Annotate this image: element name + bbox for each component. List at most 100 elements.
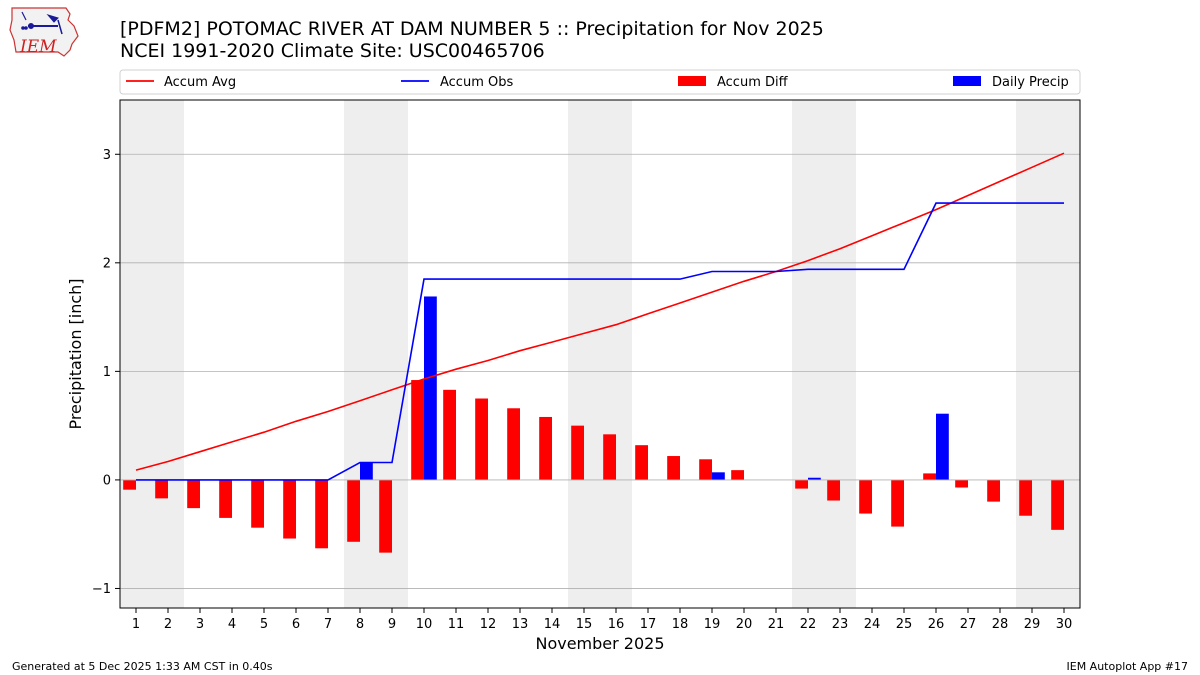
x-tick-label: 5 xyxy=(260,617,268,632)
accum-diff-bar xyxy=(347,479,360,542)
weekend-band xyxy=(568,100,632,608)
x-tick-label: 12 xyxy=(480,617,497,632)
accum-avg-line xyxy=(135,152,1065,471)
accum-diff-bar xyxy=(283,479,296,539)
x-tick-label: 20 xyxy=(736,617,753,632)
chart-subtitle: NCEI 1991-2020 Climate Site: USC00465706 xyxy=(120,40,545,62)
x-tick-label: 21 xyxy=(768,617,785,632)
legend-swatch-accum-diff xyxy=(678,76,706,86)
accum-diff-bar xyxy=(699,459,712,480)
daily-precip-bar xyxy=(424,296,437,480)
x-tick-label: 6 xyxy=(292,617,300,632)
accum-diff-bar xyxy=(795,479,808,489)
accum-diff-bar xyxy=(539,416,552,480)
x-tick-label: 24 xyxy=(864,617,881,632)
accum-obs-line xyxy=(136,202,1064,481)
daily-precip-bar xyxy=(712,472,725,480)
legend-label-accum-diff: Accum Diff xyxy=(717,75,789,90)
x-tick-label: 17 xyxy=(640,617,657,632)
x-tick-label: 27 xyxy=(960,617,977,632)
accum-diff-bar xyxy=(251,479,264,528)
x-tick-label: 22 xyxy=(800,617,817,632)
weekend-band xyxy=(1016,100,1080,608)
accum-diff-bar xyxy=(891,479,904,527)
legend-label-accum-avg: Accum Avg xyxy=(164,75,236,90)
accum-diff-bar xyxy=(827,479,840,501)
accum-diff-bar xyxy=(379,479,392,553)
accum-diff-bar xyxy=(123,479,136,490)
x-tick-label: 18 xyxy=(672,617,689,632)
accum-diff-bar xyxy=(411,380,424,480)
daily-precip-bar xyxy=(808,477,821,480)
iem-logo: IEM xyxy=(9,7,79,57)
x-tick-label: 7 xyxy=(324,617,332,632)
daily-precip-bar xyxy=(936,413,949,480)
x-axis-label: November 2025 xyxy=(535,634,664,653)
weather-station-icon xyxy=(21,11,63,35)
accum-diff-bar xyxy=(859,479,872,514)
iowa-state-outline xyxy=(9,7,79,57)
weekend-shading xyxy=(120,100,1080,608)
accum-diff-bar xyxy=(731,470,744,480)
accum-diff-bar xyxy=(571,425,584,480)
accum-diff-bar xyxy=(219,479,232,518)
accum-diff-bars xyxy=(123,380,1064,553)
y-axis-label: Precipitation [inch] xyxy=(66,278,85,429)
accum-diff-bar xyxy=(187,479,200,509)
x-tick-label: 8 xyxy=(356,617,364,632)
plot-frame xyxy=(119,99,1081,609)
weekend-band xyxy=(792,100,856,608)
accum-diff-bar xyxy=(987,479,1000,502)
x-tick-label: 23 xyxy=(832,617,849,632)
accum-diff-bar xyxy=(315,479,328,549)
accum-diff-bar xyxy=(1019,479,1032,516)
y-tick-label: −1 xyxy=(92,582,111,597)
accum-diff-bar xyxy=(443,389,456,480)
accum-diff-bar xyxy=(923,473,936,480)
gridlines xyxy=(120,153,1080,589)
x-tick-label: 28 xyxy=(992,617,1009,632)
x-tick-label: 29 xyxy=(1024,617,1041,632)
accum-diff-bar xyxy=(507,408,520,480)
x-axis-ticks: 1 2 3 4 5 6 7 8 9 10 11 12 13 14 15 16 17 18 19 20 21 22 23 24 2… xyxy=(132,608,1072,632)
x-tick-label: 30 xyxy=(1056,617,1073,632)
x-tick-label: 1 xyxy=(132,617,140,632)
x-tick-label: 11 xyxy=(448,617,465,632)
logo-text: IEM xyxy=(19,37,57,57)
legend-frame xyxy=(119,69,1081,95)
legend: Accum Avg Accum Obs Accum Diff Daily Pre… xyxy=(119,69,1081,95)
legend-label-accum-obs: Accum Obs xyxy=(440,75,513,90)
y-tick-label: 3 xyxy=(103,148,111,163)
y-tick-label: 2 xyxy=(103,256,111,271)
footer-app: IEM Autoplot App #17 xyxy=(1067,660,1189,673)
x-tick-label: 25 xyxy=(896,617,913,632)
x-tick-label: 14 xyxy=(544,617,561,632)
y-axis-ticks: −1 0 1 2 3 xyxy=(92,148,120,597)
x-tick-label: 16 xyxy=(608,617,625,632)
x-tick-label: 13 xyxy=(512,617,529,632)
x-tick-label: 26 xyxy=(928,617,945,632)
daily-precip-bars xyxy=(360,296,949,480)
weekend-band xyxy=(120,100,184,608)
accum-diff-bar xyxy=(635,445,648,480)
accum-diff-bar xyxy=(667,456,680,480)
accum-diff-bar xyxy=(1051,479,1064,530)
x-tick-label: 15 xyxy=(576,617,593,632)
accum-diff-bar xyxy=(603,434,616,480)
legend-label-daily-precip: Daily Precip xyxy=(992,75,1069,90)
x-tick-label: 3 xyxy=(196,617,204,632)
x-tick-label: 2 xyxy=(164,617,172,632)
y-tick-label: 1 xyxy=(103,365,111,380)
daily-precip-bar xyxy=(360,462,373,480)
accum-diff-bar xyxy=(475,398,488,480)
x-tick-label: 19 xyxy=(704,617,721,632)
x-tick-label: 4 xyxy=(228,617,236,632)
x-tick-label: 9 xyxy=(388,617,396,632)
y-tick-label: 0 xyxy=(103,473,111,488)
legend-swatch-daily-precip xyxy=(953,76,981,86)
accum-diff-bar xyxy=(155,479,168,499)
footer-generated: Generated at 5 Dec 2025 1:33 AM CST in 0… xyxy=(12,660,273,673)
x-tick-label: 10 xyxy=(416,617,433,632)
chart-title: [PDFM2] POTOMAC RIVER AT DAM NUMBER 5 ::… xyxy=(120,18,824,40)
